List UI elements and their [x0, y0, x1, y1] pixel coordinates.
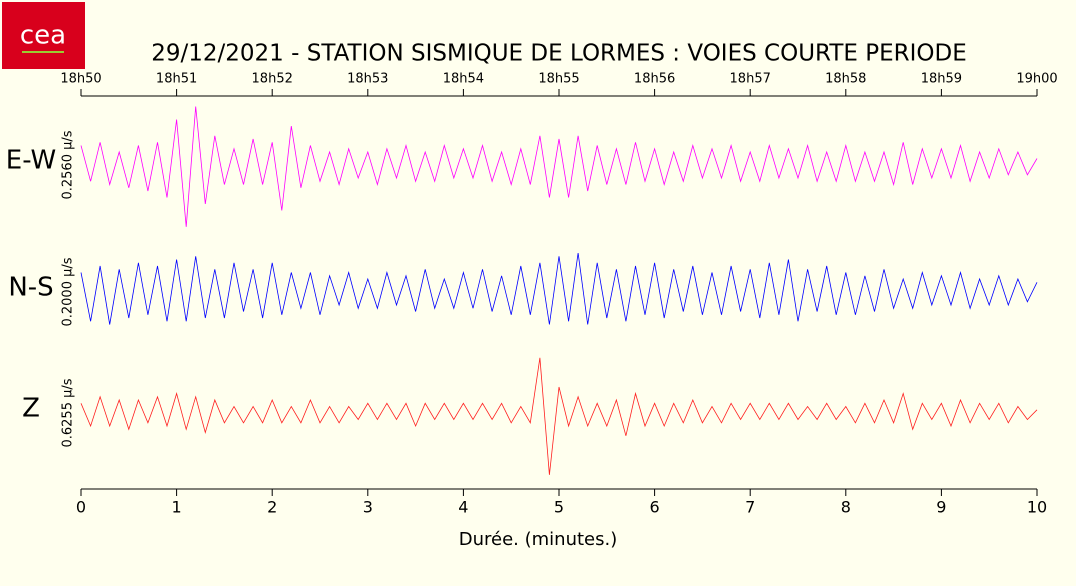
top-x-tick-label: 18h58 — [825, 72, 866, 87]
x-tick-label: 3 — [363, 498, 373, 517]
chart-title: 29/12/2021 - STATION SISMIQUE DE LORMES … — [151, 41, 967, 67]
x-tick-label: 9 — [936, 498, 946, 517]
trace — [80, 357, 1038, 475]
x-axis-label: Durée. (minutes.) — [459, 529, 618, 550]
x-tick-label: 6 — [650, 498, 660, 517]
x-tick-label: 7 — [745, 498, 755, 517]
top-x-tick-label: 18h52 — [252, 72, 293, 87]
x-tick-label: 2 — [267, 498, 277, 517]
x-tick-label: 0 — [76, 498, 86, 517]
trace — [80, 106, 1038, 227]
series-label: E-W — [6, 146, 56, 176]
x-tick-label: 1 — [172, 498, 182, 517]
series-label: N-S — [8, 273, 53, 303]
top-x-tick-label: 19h00 — [1016, 72, 1057, 87]
scale-label: 0.6255 µ/s — [61, 378, 76, 447]
x-tick-label: 5 — [554, 498, 564, 517]
top-x-tick-label: 18h55 — [538, 72, 579, 87]
x-tick-label: 8 — [841, 498, 851, 517]
x-tick-label: 10 — [1027, 498, 1047, 517]
top-x-tick-label: 18h53 — [347, 72, 388, 87]
scale-label: 0.2560 µ/s — [61, 130, 76, 199]
top-x-tick-label: 18h54 — [443, 72, 484, 87]
x-tick-label: 4 — [458, 498, 468, 517]
top-x-tick-label: 18h56 — [634, 72, 675, 87]
top-x-tick-label: 18h50 — [60, 72, 101, 87]
logo-box — [2, 2, 85, 69]
trace — [80, 252, 1038, 325]
logo: cea — [20, 21, 66, 51]
series-label: Z — [22, 394, 40, 424]
top-x-tick-label: 18h51 — [156, 72, 197, 87]
scale-label: 0.2000 µ/s — [61, 257, 76, 326]
top-x-tick-label: 18h59 — [921, 72, 962, 87]
top-x-tick-label: 18h57 — [730, 72, 771, 87]
